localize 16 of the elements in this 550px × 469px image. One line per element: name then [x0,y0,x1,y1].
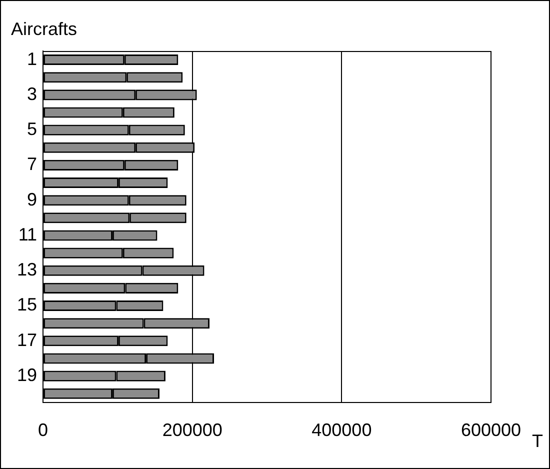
y-tick-label: 11 [18,224,38,244]
y-tick-label: 15 [16,294,38,315]
y-tick-label: 13 [16,260,38,280]
y-axis-title: Aircrafts [11,19,78,40]
x-tick-label: 0 [38,420,48,440]
x-tick-label: 400000 [312,420,372,440]
y-tick-label: 17 [16,330,38,350]
y-tick-label: 7 [27,154,38,174]
y-tick-label: 19 [16,365,38,386]
y-tick-label: 5 [27,119,38,140]
x-tick-label: 600000 [460,420,522,440]
y-tick-label: 1 [27,48,38,69]
x-axis-title: T [532,431,543,452]
x-tick-label: 200000 [162,420,222,440]
y-tick-label: 9 [27,189,38,210]
y-tick-label: 3 [27,84,38,104]
